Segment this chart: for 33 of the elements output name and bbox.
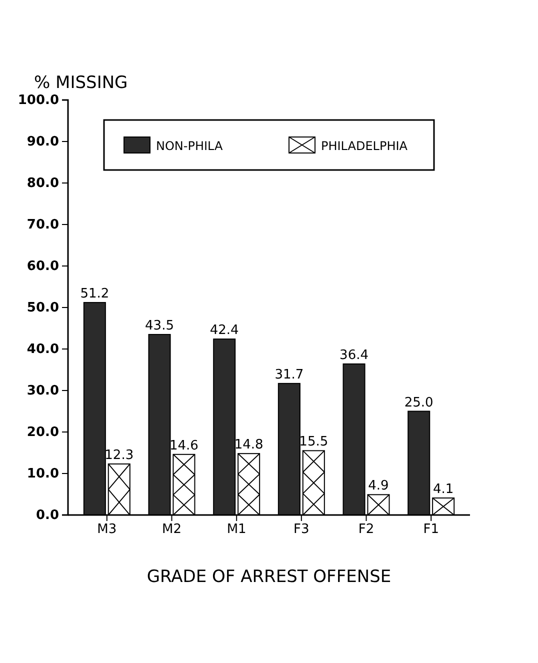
y-tick-label: 20.0 [26, 425, 59, 440]
x-tick-label: M1 [226, 522, 246, 538]
data-label: 14.6 [170, 438, 198, 454]
x-tick-label: M3 [97, 522, 117, 538]
data-label: 4.1 [432, 482, 454, 497]
legend-label: NON-PHILA [156, 139, 224, 153]
y-tick-label: 70.0 [26, 218, 59, 233]
data-label: 12.3 [104, 448, 134, 463]
data-label: 51.2 [80, 286, 110, 302]
x-tick-label: F1 [423, 522, 439, 538]
data-label: 42.4 [210, 323, 239, 338]
x-tick-label: M2 [162, 522, 182, 538]
data-label: 15.5 [299, 434, 328, 450]
data-label: 31.7 [274, 367, 304, 382]
y-tick-label: 100.0 [18, 93, 59, 108]
y-tick-label: 90.0 [26, 134, 59, 150]
x-tick-label: F3 [294, 522, 310, 538]
y-tick-label: 0.0 [36, 508, 59, 524]
y-tick-label: 30.0 [26, 384, 59, 399]
y-axis-title: % MISSING [34, 73, 128, 93]
y-tick-label: 60.0 [26, 259, 59, 274]
data-label: 36.4 [340, 348, 368, 363]
y-tick-label: 80.0 [26, 176, 59, 192]
data-label: 14.8 [234, 438, 264, 453]
data-label: 4.9 [368, 478, 389, 494]
y-tick-label: 50.0 [26, 300, 59, 316]
y-tick-label: 40.0 [26, 342, 59, 358]
x-tick-label: F2 [358, 522, 374, 538]
x-axis-title: GRADE OF ARREST OFFENSE [146, 567, 392, 587]
legend-label: PHILADELPHIA [321, 139, 408, 153]
data-label: 25.0 [404, 395, 434, 410]
data-label: 43.5 [145, 318, 174, 334]
y-tick-label: 10.0 [26, 466, 59, 482]
